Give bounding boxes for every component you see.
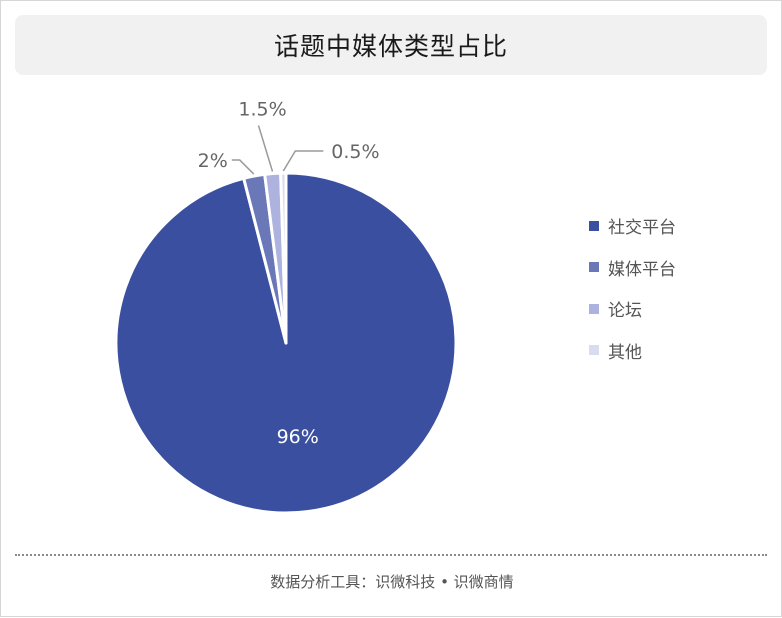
data-label-social: 96% <box>277 426 319 448</box>
legend-label: 媒体平台 <box>608 259 676 280</box>
legend-swatch <box>589 303 599 314</box>
legend: 社交平台 媒体平台 论坛 其他 <box>589 205 676 371</box>
legend-label: 社交平台 <box>608 218 676 239</box>
legend-swatch <box>589 345 599 356</box>
legend-label: 论坛 <box>608 301 642 322</box>
legend-swatch <box>589 262 599 273</box>
slice-social[interactable] <box>114 171 458 515</box>
legend-item-other[interactable]: 其他 <box>589 330 676 372</box>
leader-line <box>282 150 324 172</box>
legend-label: 其他 <box>608 342 642 363</box>
data-label-media: 2% <box>198 150 228 172</box>
legend-item-forum[interactable]: 论坛 <box>589 288 676 330</box>
slice-other[interactable] <box>279 171 288 345</box>
data-label-forum: 1.5% <box>238 99 286 121</box>
chart-title: 话题中媒体类型占比 <box>273 32 508 61</box>
footer-credit: 数据分析工具：识微科技 • 识微商情 <box>270 573 514 591</box>
title-bar: 话题中媒体类型占比 <box>15 15 767 75</box>
data-label-other: 0.5% <box>331 141 379 163</box>
legend-item-media[interactable]: 媒体平台 <box>589 247 676 289</box>
leader-line <box>231 159 255 175</box>
divider <box>15 554 767 556</box>
legend-item-social[interactable]: 社交平台 <box>589 205 676 247</box>
leader-line <box>257 125 274 172</box>
legend-swatch <box>589 220 599 231</box>
